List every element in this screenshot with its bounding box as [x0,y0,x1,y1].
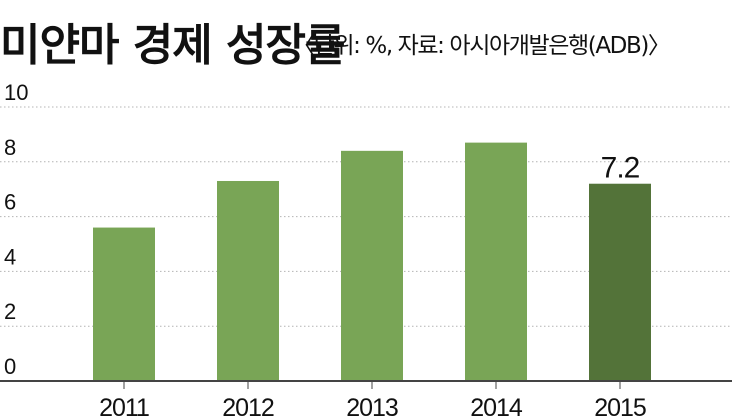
x-tick-label: 2011 [99,394,149,417]
y-tick-label: 4 [4,244,16,269]
bar-2015 [589,183,651,381]
x-tick-label: 2015 [594,394,646,417]
x-tick-label: 2013 [346,394,398,417]
x-tick-label: 2012 [222,394,274,417]
bar-2012 [217,180,279,381]
chart-title: 미얀마 경제 성장률 [0,20,345,71]
chart-subtitle: 〈단위: %, 자료: 아시아개발은행(ADB)〉 [292,33,671,59]
data-label: 7.2 [601,152,640,185]
bar-2013 [341,150,403,381]
y-tick-label: 8 [4,135,16,160]
bar-2014 [465,142,527,381]
y-tick-label: 0 [4,354,16,379]
labels: 0 2 4 6 8 10 2011 2012 2013 2014 2015 7.2 [4,80,647,417]
y-tick-label: 6 [4,190,16,215]
x-tick-label: 2014 [470,394,523,417]
y-tick-label: 10 [4,80,28,105]
bars [93,142,651,381]
y-tick-label: 2 [4,299,16,324]
x-axis [0,380,732,389]
bar-2011 [93,227,155,381]
chart-header: 미얀마 경제 성장률 〈단위: %, 자료: 아시아개발은행(ADB)〉 [0,20,732,72]
